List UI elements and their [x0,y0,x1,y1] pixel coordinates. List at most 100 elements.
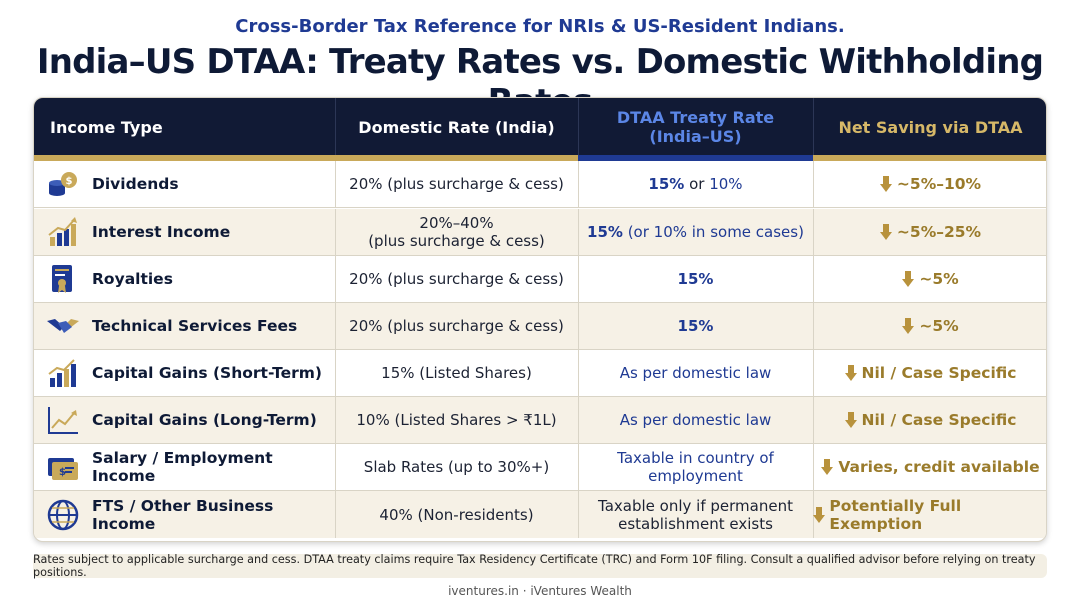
col-header-treaty-line2: (India–US) [649,127,742,146]
saving-cell: ~5% [813,303,1046,349]
treaty-rate-cell: 15% [578,256,813,302]
line-growth-icon [46,403,80,437]
saving-value: ~5%–25% [896,223,982,241]
col-header-income-type: Income Type [50,117,163,137]
table-row: Capital Gains (Long-Term) 10% (Listed Sh… [34,397,1046,444]
saving-value: Potentially Full Exemption [829,496,962,533]
salary-card-icon: $ [46,450,80,484]
income-type-cell: $ Salary / Employment Income [46,444,336,490]
col-header-saving: Net Saving via DTAA [838,117,1023,137]
page-subtitle: Cross-Border Tax Reference for NRIs & US… [235,16,845,37]
treaty-rate-line2: employment [648,467,743,485]
globe-icon [46,498,80,532]
down-arrow-icon [902,271,915,287]
income-type-cell: FTS / Other Business Income [46,491,336,538]
treaty-rate-note: (or 10% in some cases) [622,223,804,241]
coins-icon: $ [46,167,80,201]
income-type-cell: Technical Services Fees [46,303,336,349]
treaty-rate-primary: 15% [677,317,714,335]
table-row: Technical Services Fees 20% (plus surcha… [34,303,1046,350]
income-type-cell: Interest Income [46,209,336,255]
col-header-treaty: DTAA Treaty Rate (India–US) [578,98,813,156]
income-type-cell: Royalties [46,256,336,302]
footer-credit: iventures.in · iVentures Wealth [448,584,632,598]
svg-text:$: $ [59,467,66,478]
col-header-treaty-line1: DTAA Treaty Rate [616,108,775,127]
income-type-cell: Capital Gains (Short-Term) [46,350,336,396]
saving-cell: ~5%–25% [813,209,1046,255]
rising-chart-icon [46,215,80,249]
income-type-label: Salary / Employment Income [92,449,273,485]
treaty-rate-joiner: or [684,175,710,193]
down-arrow-icon [813,506,826,523]
income-type-cell: $ Dividends [46,161,336,207]
treaty-rate-cell: As per domestic law [619,364,772,382]
treaty-rate-line2: establishment exists [618,514,773,533]
saving-value: ~5% [919,270,959,288]
treaty-rate-alt: 10% [709,175,743,193]
saving-cell: ~5% [813,256,1046,302]
svg-text:$: $ [66,176,73,187]
treaty-rate-line1: Taxable in country of [617,449,774,467]
income-type-label: Capital Gains (Short-Term) [92,364,323,382]
treaty-rate-line1: Taxable only if permanent [598,496,793,515]
saving-cell: Varies, credit available [813,444,1046,490]
saving-cell: Nil / Case Specific [813,397,1046,443]
income-type-cell: Capital Gains (Long-Term) [46,397,336,443]
table-row: Capital Gains (Short-Term) 15% (Listed S… [34,350,1046,397]
handshake-icon [46,309,80,343]
saving-cell: ~5%–10% [813,161,1046,207]
saving-cell: Potentially Full Exemption [813,491,1046,538]
domestic-rate-cell: 10% (Listed Shares > ₹1L) [356,411,557,429]
saving-value: ~5%–10% [896,175,982,193]
down-arrow-icon [844,365,857,381]
down-arrow-icon [844,412,857,428]
table-row: FTS / Other Business Income 40% (Non-res… [34,491,1046,538]
treaty-rate-primary: 15% [648,175,685,193]
income-type-label: FTS / Other Business Income [92,496,274,533]
domestic-rate-line2: (plus surcharge & cess) [368,232,545,250]
down-arrow-icon [902,318,915,334]
treaty-rate-cell: Taxable only if permanent establishment … [578,491,813,538]
down-arrow-icon [821,459,834,475]
bar-growth-icon [46,356,80,390]
domestic-rate-cell: 20% (plus surcharge & cess) [349,175,564,193]
domestic-rate-cell: 20% (plus surcharge & cess) [349,317,564,335]
treaty-rate-cell: As per domestic law [619,411,772,429]
table-row: $ Salary / Employment Income Slab Rates … [34,444,1046,491]
down-arrow-icon [879,176,892,192]
domestic-rate-cell: 20%–40% (plus surcharge & cess) [335,209,578,255]
table-header: Income Type Domestic Rate (India) DTAA T… [34,98,1046,156]
domestic-rate-cell: Slab Rates (up to 30%+) [363,458,550,476]
income-type-label: Capital Gains (Long-Term) [92,411,317,429]
income-type-label: Dividends [92,175,179,193]
saving-value: Nil / Case Specific [861,411,1017,429]
table-row: $ Dividends 20% (plus surcharge & cess) … [34,161,1046,208]
treaty-rate-primary: 15% [587,223,623,241]
treaty-rate-cell: 15% or 10% [578,161,813,207]
header-gold-bar [34,155,1046,161]
treaty-rate-cell: Taxable in country of employment [578,444,813,490]
domestic-rate-cell: 20% (plus surcharge & cess) [349,270,564,288]
table-row: Royalties 20% (plus surcharge & cess) 15… [34,256,1046,303]
domestic-rate-cell: 40% (Non-residents) [379,505,534,524]
domestic-rate-line1: 20%–40% [419,214,494,232]
table-row: Interest Income 20%–40% (plus surcharge … [34,209,1046,256]
saving-value: ~5% [919,317,959,335]
treaty-rate-primary: 15% [677,270,714,288]
saving-value: Nil / Case Specific [861,364,1017,382]
treaty-rate-cell: 15% (or 10% in some cases) [578,209,813,255]
income-type-label: Technical Services Fees [92,317,298,335]
saving-cell: Nil / Case Specific [813,350,1046,396]
treaty-rate-cell: 15% [578,303,813,349]
income-type-label: Royalties [92,270,173,288]
saving-value: Varies, credit available [838,458,1040,476]
col-header-domestic: Domestic Rate (India) [358,117,555,137]
footnote: Rates subject to applicable surcharge an… [33,553,1047,579]
down-arrow-icon [879,224,892,240]
certificate-icon [46,262,80,296]
header-blue-bar [578,155,813,161]
dtaa-table: Income Type Domestic Rate (India) DTAA T… [33,97,1047,542]
income-type-label: Interest Income [92,223,231,241]
domestic-rate-cell: 15% (Listed Shares) [381,364,532,382]
